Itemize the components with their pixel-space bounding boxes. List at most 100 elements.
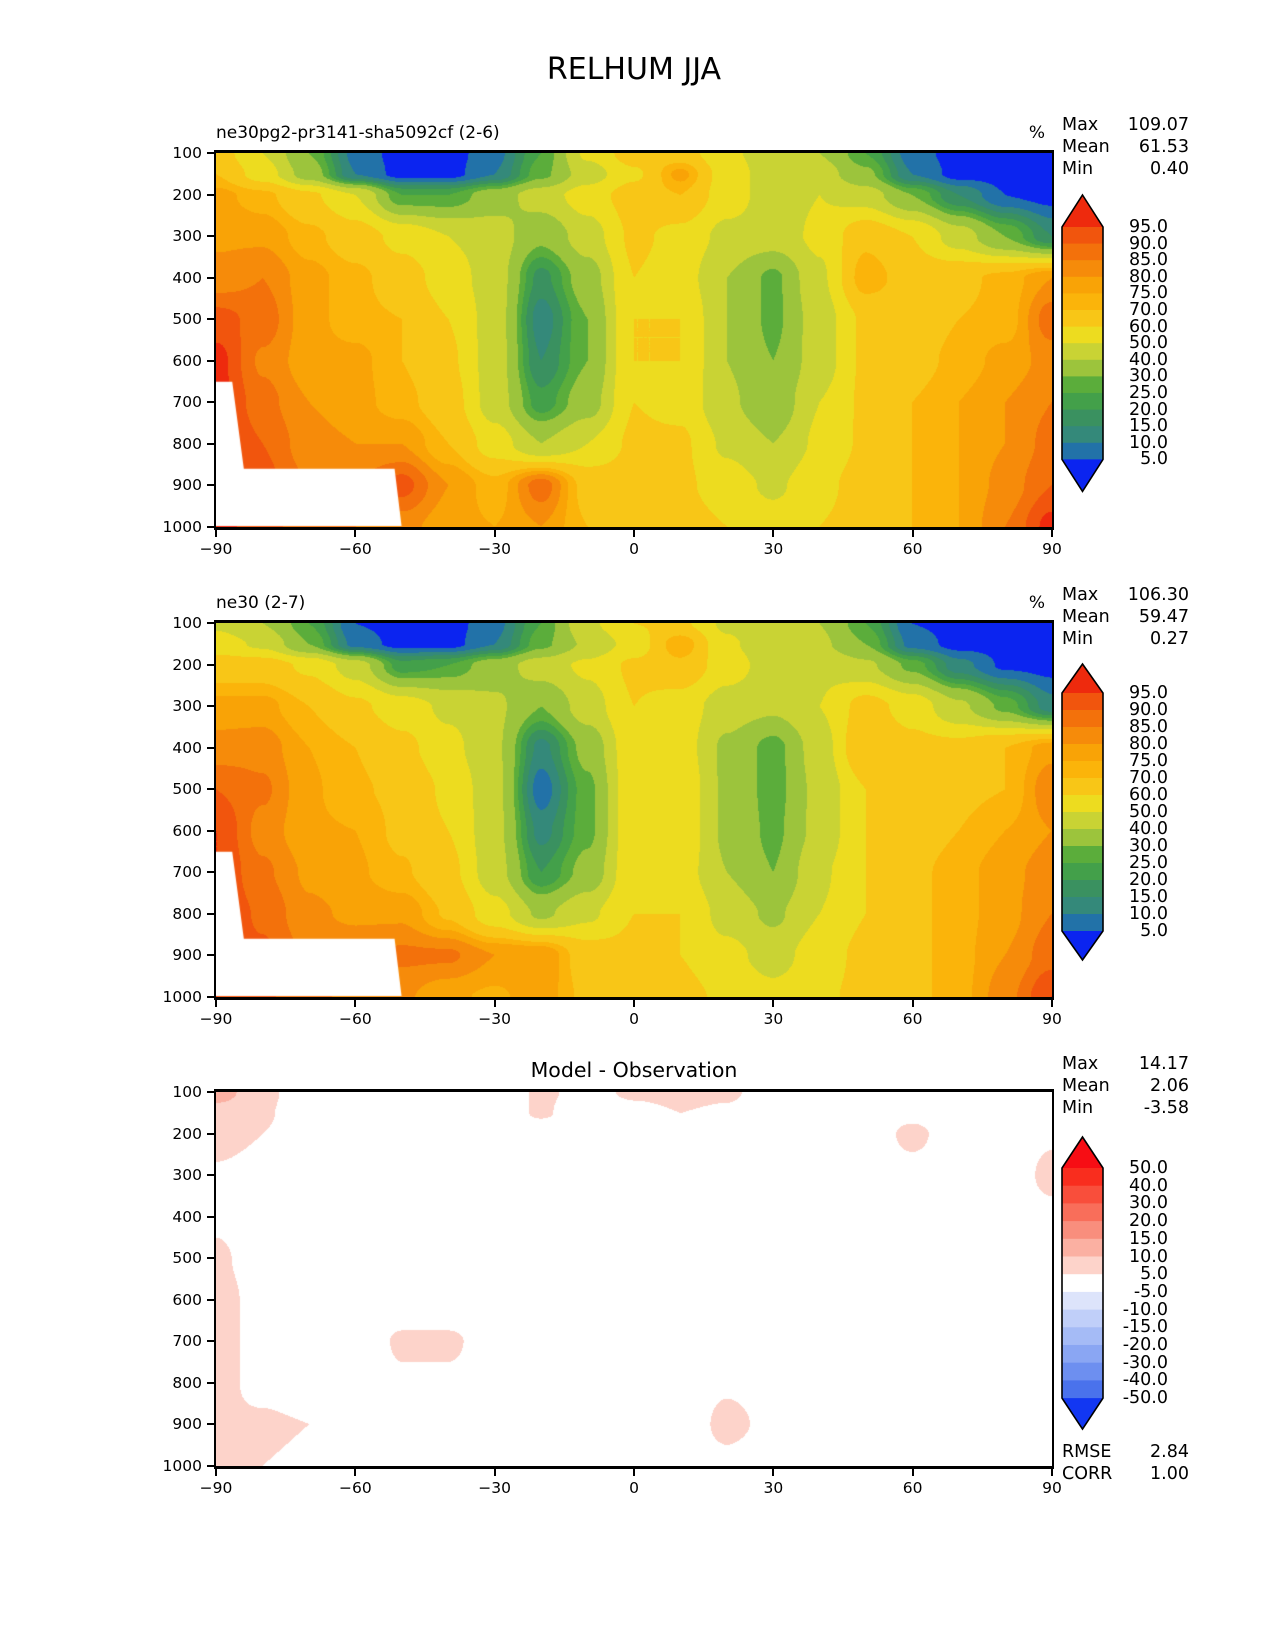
colorbar-tick-label: 25.0: [1129, 853, 1168, 873]
y-axis-tick: [207, 484, 214, 487]
colorbar-tick-label: 70.0: [1129, 300, 1168, 320]
colorbar-tick-label: 5.0: [1140, 921, 1168, 941]
x-axis-tick-label: 30: [763, 1479, 784, 1497]
panel3-title: Model - Observation: [530, 1058, 738, 1082]
stat-row: Min -3.58: [1062, 1097, 1189, 1119]
stat-row: Mean 2.06: [1062, 1075, 1189, 1097]
y-axis-tick-label: 400: [172, 738, 202, 757]
colorbar-tick-label: 90.0: [1129, 700, 1168, 720]
x-axis-tick: [633, 1000, 635, 1007]
colorbar-tick-label: 30.0: [1129, 366, 1168, 387]
stat-label: Max: [1062, 115, 1099, 135]
colorbar-tick-label: 10.0: [1129, 432, 1168, 453]
x-axis-tick-label: −60: [338, 1479, 372, 1497]
stat-value: 59.47: [1138, 607, 1189, 627]
colorbar-tick-label: 15.0: [1129, 1228, 1168, 1249]
y-axis-tick-label: 900: [172, 1415, 202, 1434]
colorbar-tick-label: 95.0: [1129, 683, 1168, 703]
x-axis-tick: [354, 530, 357, 537]
stat-label: Min: [1062, 1098, 1094, 1118]
stat-label: CORR: [1062, 1464, 1113, 1484]
y-axis-tick: [207, 1465, 214, 1467]
colorbar-tick-label: 80.0: [1129, 734, 1168, 754]
x-axis-tick-label: −30: [478, 1010, 512, 1028]
stat-label: Mean: [1062, 137, 1110, 157]
x-axis-tick-label: −90: [199, 540, 233, 558]
stat-row: CORR 1.00: [1062, 1463, 1189, 1485]
colorbar-tick-label: 5.0: [1140, 449, 1168, 470]
colorbar-tick-label: -30.0: [1122, 1352, 1168, 1373]
x-axis-tick-label: −60: [338, 1010, 372, 1028]
stat-label: Mean: [1062, 607, 1110, 627]
stat-row: Min 0.27: [1062, 628, 1189, 650]
x-axis-tick: [493, 1000, 496, 1007]
stat-value: 106.30: [1127, 585, 1189, 605]
colorbar-tick-label: -5.0: [1133, 1281, 1168, 1302]
y-axis-tick: [207, 996, 214, 998]
colorbar-tick-label: -40.0: [1122, 1370, 1168, 1391]
x-axis-tick-label: 30: [763, 1010, 784, 1028]
panel2-contour-canvas: [216, 623, 1052, 997]
x-axis-tick: [1051, 1469, 1053, 1476]
y-axis-tick-label: 1000: [162, 1457, 202, 1475]
colorbar-tick-label: 5.0: [1140, 1264, 1168, 1285]
panel1-contour-canvas: [216, 153, 1052, 527]
panel1-subtitle: ne30pg2-pr3141-sha5092cf (2-6): [216, 123, 500, 143]
stat-value: 0.40: [1150, 159, 1189, 179]
x-axis-tick: [1051, 530, 1053, 537]
stat-row: Mean 61.53: [1062, 136, 1189, 158]
y-axis-tick-label: 400: [172, 268, 202, 287]
x-axis-tick: [911, 1469, 914, 1476]
stat-row: Max 106.30: [1062, 584, 1189, 606]
stat-value: 61.53: [1138, 137, 1189, 157]
panel3-contour-canvas: [216, 1092, 1052, 1466]
y-axis-tick-label: 1000: [162, 518, 202, 536]
y-axis-tick-label: 100: [172, 144, 202, 162]
stat-label: Max: [1062, 1054, 1099, 1074]
y-axis-tick: [207, 1215, 214, 1218]
figure-title: RELHUM JJA: [546, 52, 722, 87]
x-axis-tick-label: −60: [338, 540, 372, 558]
stat-label: Min: [1062, 159, 1094, 179]
x-axis-tick-label: 0: [629, 540, 639, 558]
y-axis-tick: [207, 871, 214, 874]
x-axis-tick-label: 60: [902, 540, 923, 558]
colorbar-tick-label: -50.0: [1122, 1388, 1168, 1409]
y-axis-tick: [207, 526, 214, 528]
y-axis-tick: [207, 1257, 214, 1260]
x-axis-tick-label: 90: [1042, 540, 1062, 558]
y-axis-tick: [207, 1381, 214, 1384]
y-axis-tick: [207, 401, 214, 404]
y-axis-tick-label: 700: [172, 393, 202, 412]
stat-label: RMSE: [1062, 1442, 1112, 1462]
y-axis-tick: [207, 1132, 214, 1135]
colorbar-tick-label: -20.0: [1122, 1335, 1168, 1355]
y-axis-tick: [207, 912, 214, 915]
stats-block: Max 109.07 Mean 61.53 Min 0.40: [1062, 114, 1189, 180]
x-axis-tick-label: 60: [902, 1479, 923, 1497]
y-axis-tick: [207, 235, 214, 238]
stat-value: 14.17: [1138, 1054, 1189, 1074]
y-axis-tick-label: 500: [172, 1249, 202, 1268]
colorbar-tick-label: 85.0: [1129, 717, 1168, 737]
y-axis-tick-label: 300: [172, 697, 202, 716]
y-axis-tick: [207, 1340, 214, 1343]
y-axis-tick: [207, 193, 214, 196]
y-axis-tick-label: 100: [172, 1083, 202, 1101]
colorbar-tick-label: 10.0: [1129, 1246, 1168, 1267]
y-axis-tick: [207, 705, 214, 708]
x-axis-tick-label: −30: [478, 1479, 512, 1497]
y-axis-tick: [207, 954, 214, 957]
y-axis-tick-label: 800: [172, 1373, 202, 1392]
panel2-units-label: %: [1028, 593, 1045, 613]
x-axis-tick-label: 60: [902, 1010, 923, 1028]
y-axis-tick: [207, 788, 214, 791]
colorbar-tick-label: 20.0: [1129, 1211, 1168, 1232]
colorbar-tick-label: 10.0: [1129, 904, 1168, 924]
colorbar-tick-label: 15.0: [1129, 887, 1168, 907]
colorbar-tick-label: 40.0: [1129, 819, 1168, 839]
x-axis-tick-label: −30: [478, 540, 512, 558]
colorbar-rh: [1061, 193, 1104, 493]
x-axis-tick: [633, 1469, 635, 1476]
stat-row: Max 14.17: [1062, 1053, 1189, 1075]
